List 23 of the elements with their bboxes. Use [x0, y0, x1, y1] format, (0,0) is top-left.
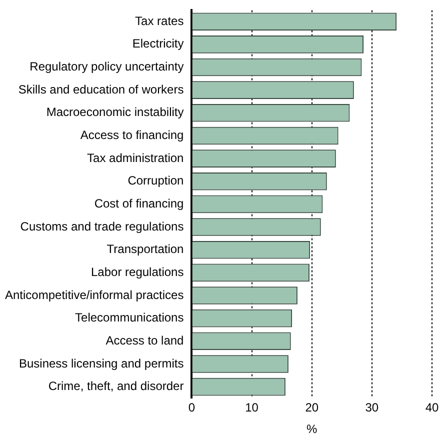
- y-tick-label: Tax administration: [87, 150, 184, 165]
- x-tick-label: 30: [365, 400, 379, 415]
- y-tick-label: Skills and education of workers: [18, 82, 184, 96]
- x-axis-title: %: [306, 422, 318, 436]
- y-tick-label: Corruption: [128, 174, 184, 188]
- y-tick-label: Customs and trade regulations: [20, 219, 184, 234]
- x-tick-label: 10: [245, 400, 259, 415]
- y-tick-label: Cost of financing: [94, 196, 184, 211]
- y-tick-label: Telecommunications: [75, 310, 184, 325]
- y-tick-label: Macroeconomic instability: [46, 105, 184, 120]
- x-tick-label: 20: [305, 400, 319, 415]
- y-tick-label: Business licensing and permits: [18, 356, 184, 370]
- y-tick-label: Crime, theft, and disorder: [48, 379, 184, 394]
- x-tick-label: 0: [188, 400, 196, 415]
- y-tick-label: Access to land: [106, 333, 184, 348]
- y-tick-label: Access to financing: [80, 128, 184, 142]
- y-tick-label: Transportation: [106, 242, 184, 256]
- y-tick-label: Anticompetitive/informal practices: [5, 288, 184, 302]
- y-tick-label: Labor regulations: [91, 264, 184, 279]
- x-tick-label: 40: [425, 400, 439, 415]
- y-tick-label: Tax rates: [135, 14, 184, 28]
- y-tick-label: Electricity: [132, 36, 184, 51]
- y-tick-label: Regulatory policy uncertainty: [30, 60, 184, 74]
